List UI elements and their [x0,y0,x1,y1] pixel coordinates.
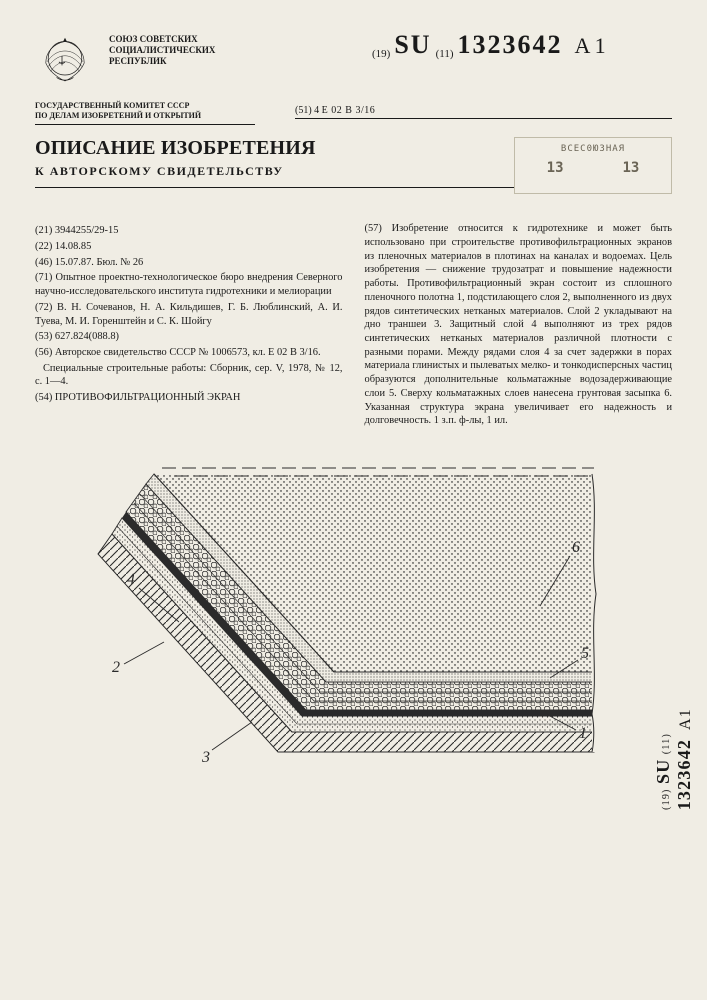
doc-number: (19) SU (11) 1323642 A 1 [372,30,672,60]
state-emblem [35,27,95,87]
side-doc-code: (19) SU (11) 1323642 A1 [653,655,695,810]
svg-text:4: 4 [127,571,135,588]
doc-title: ОПИСАНИЕ ИЗОБРЕТЕНИЯ [35,137,514,160]
registry-stamp: ВСЕС0ЮЗНАЯ 13 13 [514,137,672,194]
ipc-code: (51) 4 E 02 B 3/16 [295,105,672,116]
committee-label: ГОСУДАРСТВЕННЫЙ КОМИТЕТ СССР ПО ДЕЛАМ ИЗ… [35,101,255,125]
doc-subtitle: К АВТОРСКОМУ СВИДЕТЕЛЬСТВУ [35,164,514,179]
svg-text:2: 2 [112,659,120,676]
svg-text:6: 6 [572,539,580,556]
cross-section-figure: 4 2 3 6 5 1 [94,454,614,784]
svg-text:1: 1 [579,725,587,742]
svg-text:5: 5 [581,645,589,662]
abstract-body: (21) 3944255/29-15 (22) 14.08.85 (46) 15… [35,222,672,428]
svg-text:3: 3 [201,749,210,766]
union-label: СОЮЗ СОВЕТСКИХ СОЦИАЛИСТИЧЕСКИХ РЕСПУБЛИ… [109,30,358,66]
